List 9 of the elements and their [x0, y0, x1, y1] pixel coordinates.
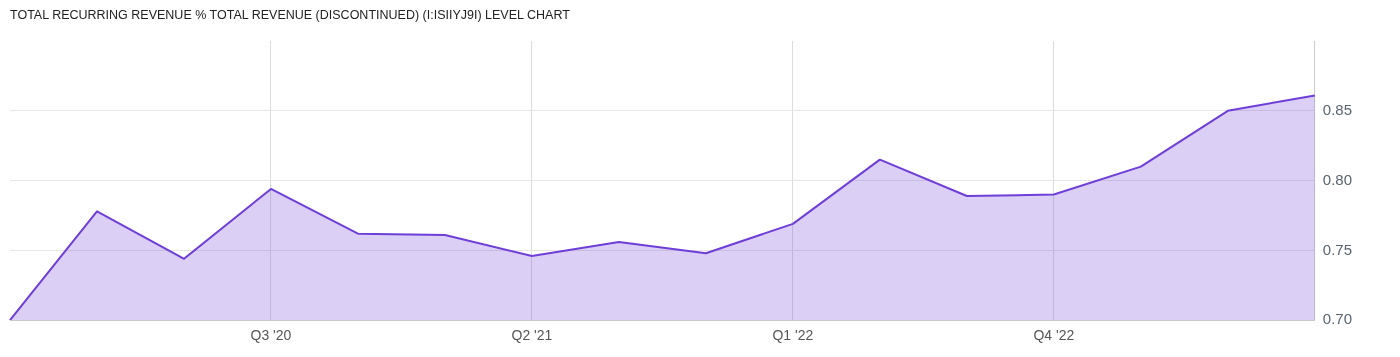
x-tick-label: Q1 '22 [772, 327, 814, 344]
chart-title: TOTAL RECURRING REVENUE % TOTAL REVENUE (DISCONTINUED) (I:ISIIYJ9I) LEVEL CHART [10, 8, 570, 22]
y-tick-label: 0.80 [1322, 170, 1353, 188]
x-tick-label: Q2 '21 [511, 327, 553, 344]
y-tick-label: 0.75 [1322, 240, 1353, 258]
y-tick-label: 0.70 [1322, 310, 1353, 328]
x-tick-label: Q4 '22 [1033, 327, 1075, 344]
x-tick-label: Q3 '20 [250, 327, 292, 344]
y-tick-label: 0.85 [1322, 100, 1353, 118]
